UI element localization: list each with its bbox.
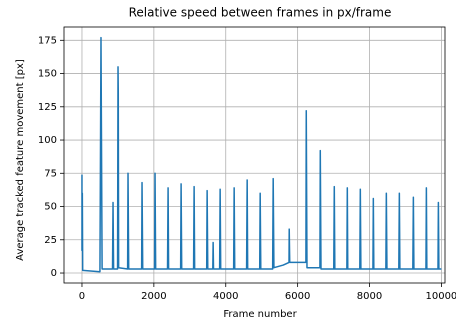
- x-tick-label: 6000: [285, 291, 310, 302]
- y-axis-label: Average tracked feature movement [px]: [15, 59, 26, 261]
- y-tick-label: 75: [44, 168, 57, 179]
- x-axis-label: Frame number: [223, 309, 297, 320]
- y-tick-label: 100: [38, 135, 57, 146]
- x-tick-label: 10000: [425, 291, 456, 302]
- plot-frame: [63, 26, 446, 284]
- chart-title: Relative speed between frames in px/fram…: [129, 6, 392, 20]
- y-tick-label: 0: [51, 268, 57, 279]
- x-tick-label: 8000: [357, 291, 382, 302]
- y-tick-label: 150: [38, 69, 57, 80]
- x-tick-label: 0: [79, 291, 85, 302]
- x-tick-label: 4000: [213, 291, 238, 302]
- y-tick-label: 50: [44, 202, 57, 213]
- y-tick-label: 25: [44, 235, 57, 246]
- data-line: [81, 36, 442, 273]
- x-tick-label: 2000: [141, 291, 166, 302]
- y-tick-label: 125: [38, 102, 57, 113]
- y-tick-label: 175: [38, 35, 57, 46]
